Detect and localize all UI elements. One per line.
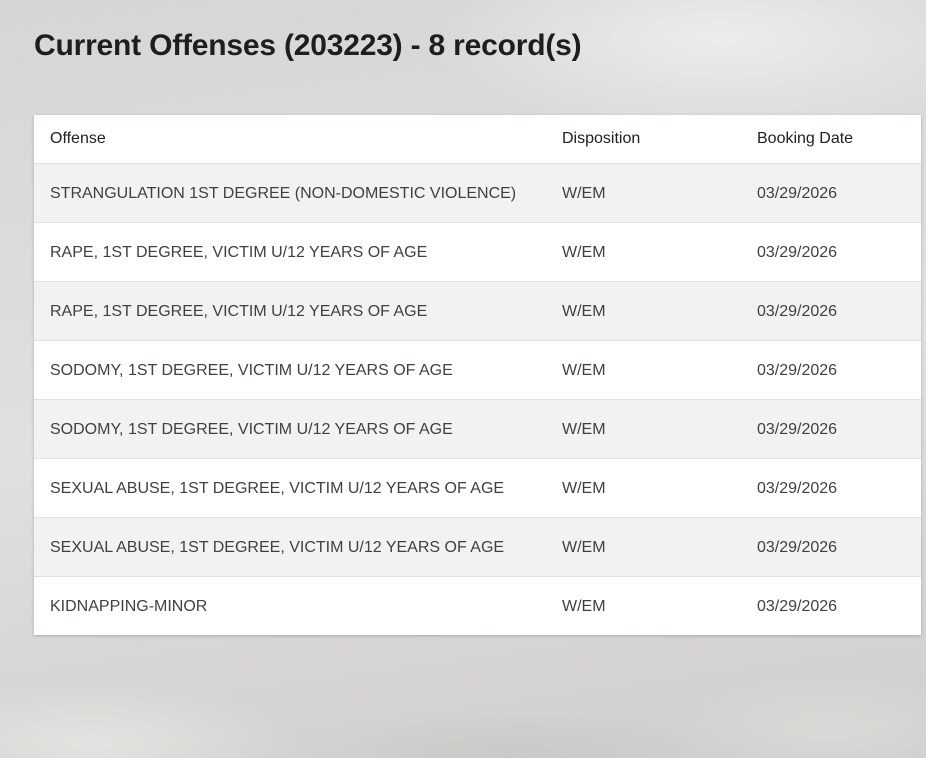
cell-booking-date: 03/29/2026 [757, 340, 921, 400]
header-row: Offense Disposition Booking Date [34, 115, 921, 164]
cell-disposition: W/EM [562, 399, 757, 459]
cell-disposition: W/EM [562, 222, 757, 282]
table-row: KIDNAPPING-MINOR W/EM 03/29/2026 [34, 577, 921, 636]
column-header-disposition: Disposition [562, 115, 757, 164]
cell-offense: STRANGULATION 1ST DEGREE (NON-DOMESTIC V… [34, 163, 562, 223]
cell-booking-date: 03/29/2026 [757, 517, 921, 577]
cell-booking-date: 03/29/2026 [757, 598, 838, 615]
page-title: Current Offenses (203223) - 8 record(s) [34, 29, 582, 62]
table-row: SEXUAL ABUSE, 1ST DEGREE, VICTIM U/12 YE… [34, 458, 921, 518]
offenses-section: Current Offenses (203223) - 8 record(s) … [34, 29, 921, 635]
cell-disposition: W/EM [562, 598, 606, 615]
table-row: RAPE, 1ST DEGREE, VICTIM U/12 YEARS OF A… [34, 222, 921, 282]
table-row: SODOMY, 1ST DEGREE, VICTIM U/12 YEARS OF… [34, 340, 921, 400]
cell-offense: SEXUAL ABUSE, 1ST DEGREE, VICTIM U/12 YE… [34, 458, 562, 518]
table-row: SEXUAL ABUSE, 1ST DEGREE, VICTIM U/12 YE… [34, 517, 921, 577]
column-header-offense: Offense [34, 115, 562, 164]
cell-disposition: W/EM [562, 458, 757, 518]
table-row: STRANGULATION 1ST DEGREE (NON-DOMESTIC V… [34, 163, 921, 223]
cell-offense: RAPE, 1ST DEGREE, VICTIM U/12 YEARS OF A… [34, 222, 562, 282]
cell-disposition: W/EM [562, 281, 757, 341]
cell-booking-date: 03/29/2026 [757, 281, 921, 341]
cell-offense: SODOMY, 1ST DEGREE, VICTIM U/12 YEARS OF… [34, 340, 562, 400]
cell-disposition: W/EM [562, 517, 757, 577]
cell-offense: SEXUAL ABUSE, 1ST DEGREE, VICTIM U/12 YE… [34, 517, 562, 577]
cell-offense: KIDNAPPING-MINOR [50, 598, 208, 615]
cell-disposition: W/EM [562, 163, 757, 223]
cell-offense: RAPE, 1ST DEGREE, VICTIM U/12 YEARS OF A… [34, 281, 562, 341]
cell-booking-date: 03/29/2026 [757, 399, 921, 459]
offenses-table-body: STRANGULATION 1ST DEGREE (NON-DOMESTIC V… [34, 163, 921, 636]
offenses-table-card: Offense Disposition Booking Date STRANGU… [34, 115, 921, 635]
offenses-table: Offense Disposition Booking Date STRANGU… [34, 115, 921, 635]
table-row: SODOMY, 1ST DEGREE, VICTIM U/12 YEARS OF… [34, 399, 921, 459]
cell-offense: SODOMY, 1ST DEGREE, VICTIM U/12 YEARS OF… [34, 399, 562, 459]
column-header-booking-date: Booking Date [757, 115, 921, 164]
cell-booking-date: 03/29/2026 [757, 163, 921, 223]
cell-booking-date: 03/29/2026 [757, 458, 921, 518]
cell-disposition: W/EM [562, 340, 757, 400]
table-header: Offense Disposition Booking Date [34, 115, 921, 164]
cell-booking-date: 03/29/2026 [757, 222, 921, 282]
table-row: RAPE, 1ST DEGREE, VICTIM U/12 YEARS OF A… [34, 281, 921, 341]
